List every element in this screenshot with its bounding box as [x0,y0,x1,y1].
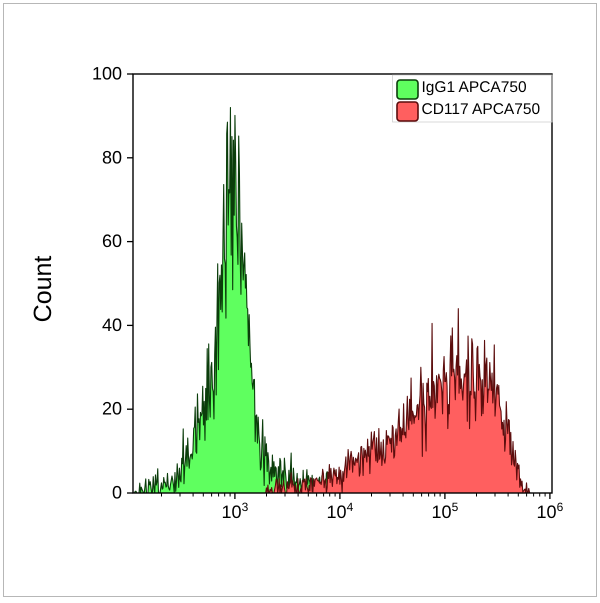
svg-text:103: 103 [222,500,249,522]
svg-text:0: 0 [112,483,122,503]
svg-text:20: 20 [102,399,122,419]
svg-text:104: 104 [327,500,354,522]
svg-text:Count: Count [29,256,57,323]
svg-text:106: 106 [537,500,564,522]
svg-text:105: 105 [432,500,459,522]
svg-text:CD117 APCA750: CD117 APCA750 [422,101,541,118]
svg-text:80: 80 [102,147,122,167]
svg-text:60: 60 [102,231,122,251]
svg-text:IgG1 APCA750: IgG1 APCA750 [422,79,528,96]
svg-text:100: 100 [92,64,122,84]
svg-text:40: 40 [102,315,122,335]
